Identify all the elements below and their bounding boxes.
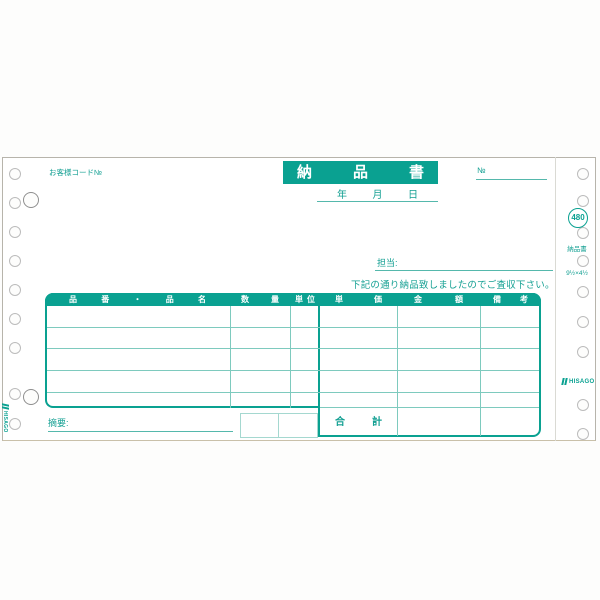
left-edge-mark-wrapper: HISAGO xyxy=(1,403,11,434)
column-divider xyxy=(230,306,231,408)
column-divider xyxy=(290,306,291,408)
slip-number-label: № xyxy=(477,166,486,175)
table-header-row xyxy=(45,293,541,306)
summary-underline xyxy=(48,431,233,432)
col-header-remarks: 備考 xyxy=(493,295,528,304)
col-header-quantity: 数量 xyxy=(241,295,279,304)
sprocket-hole xyxy=(577,399,589,411)
total-row-top-line xyxy=(320,407,539,408)
hisago-logo-vertical: HISAGO xyxy=(1,403,10,434)
sprocket-hole xyxy=(9,388,21,400)
stamp-box xyxy=(240,413,318,438)
customer-code-label: お客様コード№ xyxy=(49,168,103,177)
table-row-line xyxy=(47,327,539,328)
side-form-name: 納品書 xyxy=(567,246,587,253)
form-number-badge: 480 xyxy=(568,208,588,228)
sprocket-hole xyxy=(577,168,589,180)
hisago-logo-text: HISAGO xyxy=(2,411,9,433)
sprocket-hole xyxy=(9,255,21,267)
sprocket-hole xyxy=(577,227,589,239)
total-label: 合計 xyxy=(335,417,382,428)
sprocket-hole xyxy=(577,195,589,207)
date-fields-label: 年月日 xyxy=(337,190,418,201)
binding-hole xyxy=(23,389,39,405)
sprocket-hole xyxy=(577,255,589,267)
col-header-amount: 金額 xyxy=(414,295,463,304)
sprocket-hole xyxy=(9,313,21,325)
perforation-line xyxy=(555,157,556,441)
hisago-mark-icon xyxy=(561,378,568,385)
sprocket-hole xyxy=(577,286,589,298)
col-header-unit: 単位 xyxy=(295,295,315,304)
date-underline xyxy=(317,201,438,202)
column-divider xyxy=(397,306,398,436)
sprocket-hole xyxy=(9,226,21,238)
binding-hole xyxy=(23,192,39,208)
summary-label: 摘要: xyxy=(48,418,69,428)
table-row-line xyxy=(47,370,539,371)
staff-label: 担当: xyxy=(377,258,398,268)
hisago-logo: HISAGO xyxy=(561,378,595,385)
sprocket-hole xyxy=(577,428,589,440)
items-table-left xyxy=(45,293,320,408)
side-form-size: 9½×4½ xyxy=(566,270,588,277)
col-header-unit-price: 単価 xyxy=(335,295,382,304)
slip-number-underline xyxy=(476,179,547,180)
staff-underline xyxy=(375,270,553,271)
table-row-line xyxy=(47,348,539,349)
sprocket-hole xyxy=(9,284,21,296)
stamp-box-divider xyxy=(278,414,279,437)
col-header-item-name: 品番・品名 xyxy=(69,295,206,304)
hisago-logo-text: HISAGO xyxy=(569,378,595,385)
sprocket-hole xyxy=(9,418,21,430)
sprocket-hole xyxy=(9,342,21,354)
sprocket-hole xyxy=(577,316,589,328)
sprocket-hole xyxy=(9,168,21,180)
sprocket-hole xyxy=(577,346,589,358)
sprocket-hole xyxy=(9,197,21,209)
table-row-line xyxy=(47,392,539,393)
delivery-notice: 下記の通り納品致しましたのでご査収下さい。 xyxy=(351,280,555,291)
column-divider xyxy=(480,306,481,436)
form-title: 納品書 xyxy=(283,161,438,184)
hisago-mark-icon xyxy=(2,403,9,410)
